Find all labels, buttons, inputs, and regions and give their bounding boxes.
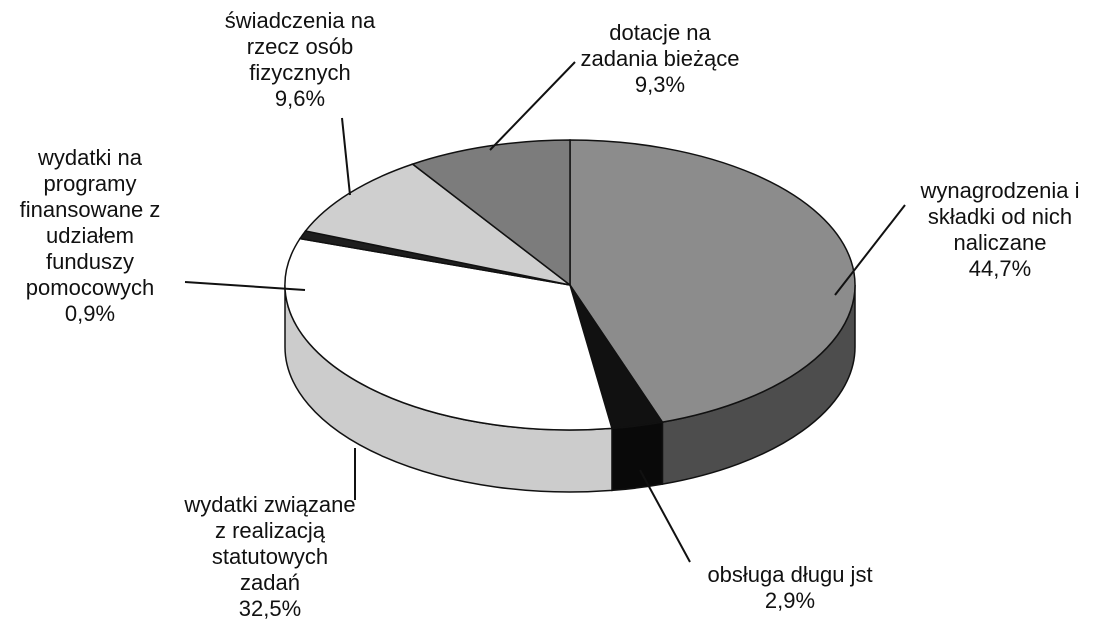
slice — [569, 139, 856, 423]
slice — [411, 139, 571, 287]
leader-line — [834, 204, 906, 296]
slice — [284, 237, 613, 431]
slice-label: wydatki związane z realizacją statutowyc… — [179, 492, 361, 622]
value-label: 9,6% — [274, 86, 326, 111]
slice-label: wydatki na programy finansowane z udział… — [15, 145, 165, 327]
leader-line — [184, 281, 306, 291]
leader-line — [489, 61, 576, 151]
category-label: wynagrodzenia i składki od nich naliczan… — [920, 178, 1080, 255]
category-label: wydatki na programy finansowane z udział… — [19, 145, 161, 300]
leader-line — [639, 469, 691, 563]
value-label: 9,3% — [634, 72, 686, 97]
value-label: 32,5% — [238, 596, 302, 621]
category-label: dotacje na zadania bieżące — [580, 20, 740, 71]
slice-side — [611, 421, 664, 492]
slice-label: wynagrodzenia i składki od nich naliczan… — [905, 178, 1095, 282]
value-label: 2,9% — [764, 588, 816, 613]
category-label: obsługa długu jst — [707, 562, 873, 587]
category-label: świadczenia na rzecz osób fizycznych — [224, 8, 376, 85]
leader-line — [341, 117, 351, 196]
slice-label: dotacje na zadania bieżące 9,3% — [575, 20, 745, 98]
value-label: 0,9% — [64, 301, 116, 326]
category-label: wydatki związane z realizacją statutowyc… — [184, 492, 356, 595]
value-label: 44,7% — [968, 256, 1032, 281]
slice-label: obsługa długu jst 2,9% — [670, 562, 910, 614]
slice-label: świadczenia na rzecz osób fizycznych 9,6% — [215, 8, 385, 112]
